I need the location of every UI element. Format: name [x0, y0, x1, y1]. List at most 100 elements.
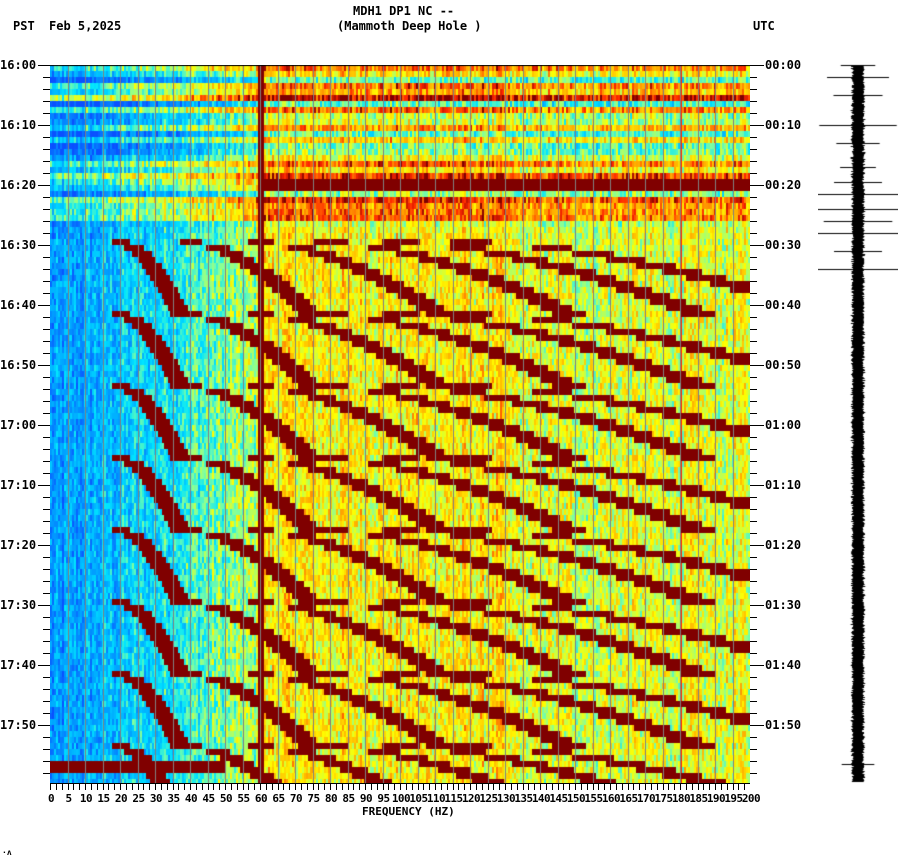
bottom-tick [423, 783, 424, 790]
bottom-tick [587, 783, 588, 790]
x-tick-label: 100 [391, 792, 411, 805]
bottom-tick [598, 783, 599, 790]
left-tick [43, 677, 50, 678]
left-tick [43, 701, 50, 702]
left-tick [43, 413, 50, 414]
left-tick [43, 617, 50, 618]
x-tick-label: 95 [377, 792, 390, 805]
corner-mark: ·ʌ [2, 848, 12, 857]
right-tick [750, 365, 764, 366]
left-tick [43, 593, 50, 594]
left-tick-label: 16:50 [0, 358, 37, 372]
bottom-tick [342, 783, 343, 790]
bottom-tick [400, 783, 401, 790]
bottom-tick [97, 783, 98, 790]
bottom-tick [657, 783, 658, 790]
x-tick-label: 170 [636, 792, 656, 805]
left-tick [43, 173, 50, 174]
bottom-tick [418, 783, 419, 790]
bottom-tick [552, 783, 553, 790]
left-tick [43, 209, 50, 210]
left-tick [43, 77, 50, 78]
right-tick [750, 641, 757, 642]
bottom-tick [464, 783, 465, 790]
right-tick [750, 413, 757, 414]
right-tick [750, 317, 757, 318]
x-tick-label: 110 [426, 792, 446, 805]
left-tick [43, 161, 50, 162]
x-tick-label: 195 [724, 792, 743, 805]
x-tick-label: 135 [514, 792, 533, 805]
bottom-tick [581, 783, 582, 790]
right-tick [750, 173, 757, 174]
right-tick [750, 665, 764, 666]
right-tick-label: 01:00 [765, 418, 802, 432]
left-tick [38, 665, 50, 666]
right-tick-label: 01:30 [765, 598, 802, 612]
left-tick [38, 65, 50, 66]
bottom-tick [511, 783, 512, 790]
bottom-tick [709, 783, 710, 790]
bottom-tick [470, 783, 471, 790]
bottom-tick [91, 783, 92, 790]
bottom-tick [523, 783, 524, 790]
left-tick-label: 17:10 [0, 478, 37, 492]
bottom-tick [692, 783, 693, 790]
bottom-tick [651, 783, 652, 790]
right-tick [750, 101, 757, 102]
left-tick-label: 16:10 [0, 118, 37, 132]
right-tick [750, 461, 757, 462]
bottom-tick [68, 783, 69, 790]
right-tick [750, 521, 757, 522]
left-tick [38, 185, 50, 186]
left-tick-label: 16:20 [0, 178, 37, 192]
right-tick [750, 389, 757, 390]
x-tick-label: 40 [184, 792, 198, 805]
left-tick [43, 137, 50, 138]
bottom-tick [190, 783, 191, 790]
date-label: Feb 5,2025 [49, 19, 122, 33]
right-tick [750, 677, 757, 678]
bottom-tick [458, 783, 459, 790]
bottom-tick [727, 783, 728, 790]
bottom-tick [318, 783, 319, 790]
x-tick-label: 160 [601, 792, 621, 805]
left-tick [43, 761, 50, 762]
right-tick [750, 617, 757, 618]
bottom-tick [85, 783, 86, 790]
left-tick [43, 437, 50, 438]
right-tick [750, 125, 764, 126]
bottom-tick [132, 783, 133, 790]
right-time-axis: 00:00 00:10 00:20 00:30 00:40 00:50 01:00 01:10… [750, 55, 810, 795]
right-tick [750, 545, 764, 546]
left-tick [43, 221, 50, 222]
bottom-tick [528, 783, 529, 790]
bottom-tick [493, 783, 494, 790]
bottom-tick [56, 783, 57, 790]
bottom-tick [103, 783, 104, 790]
left-tick [43, 509, 50, 510]
right-tick [750, 233, 757, 234]
right-tick [750, 245, 764, 246]
right-tick [750, 533, 757, 534]
right-tick-label: 00:10 [765, 118, 802, 132]
right-tick [750, 293, 757, 294]
bottom-tick [231, 783, 232, 790]
right-tick [750, 629, 757, 630]
right-tick [750, 329, 757, 330]
x-tick-label: 70 [289, 792, 303, 805]
x-tick-label: 120 [461, 792, 481, 805]
bottom-tick [184, 783, 185, 790]
bottom-tick [412, 783, 413, 790]
bottom-tick [406, 783, 407, 790]
left-tick [43, 377, 50, 378]
bottom-tick [225, 783, 226, 790]
left-tick [43, 233, 50, 234]
bottom-tick [441, 783, 442, 790]
bottom-tick [575, 783, 576, 790]
left-tick-label: 17:40 [0, 658, 37, 672]
x-tick-label: 80 [324, 792, 338, 805]
left-tick [43, 749, 50, 750]
bottom-tick [569, 783, 570, 790]
left-tick [43, 461, 50, 462]
